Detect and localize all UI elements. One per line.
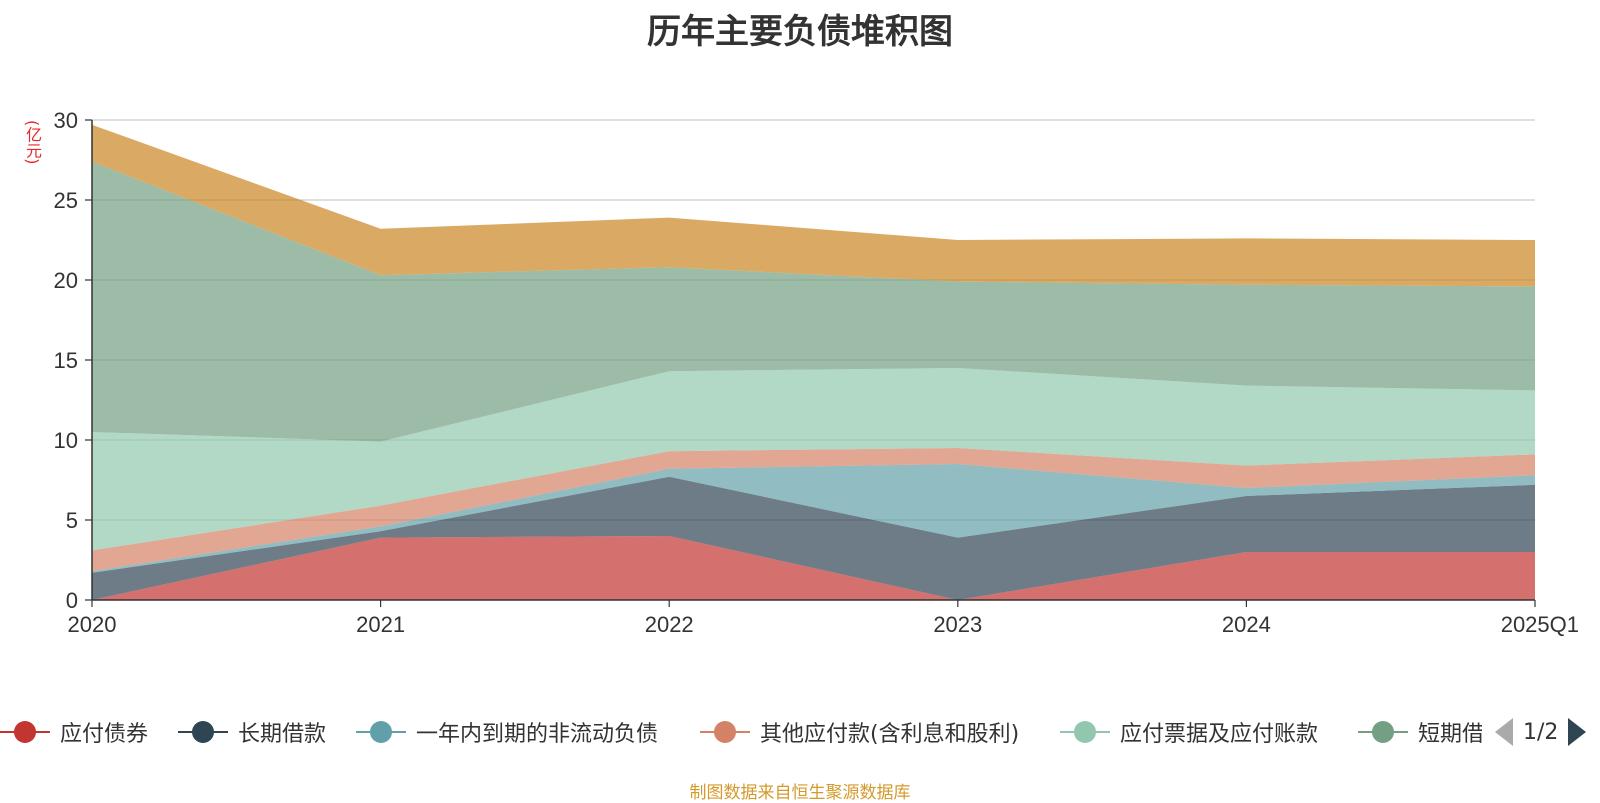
chart-title: 历年主要负债堆积图 <box>647 12 953 52</box>
legend-label: 短期借款 <box>1418 722 1482 747</box>
legend-item-2[interactable]: 一年内到期的非流动负债 <box>356 712 658 752</box>
legend-page-indicator: 1/2 <box>1523 719 1559 745</box>
legend-label: 应付债券 <box>60 722 149 747</box>
legend-items: 应付债券 长期借款 一年内到期的非流动负债 其他应付款(含利息和股利) 应付票据及应付账… <box>0 712 1482 752</box>
axis-layer: 0 5 10 15 20 25 30 2020 2021 2022 2023 2024 2025Q1 <box>54 108 1579 637</box>
y-axis-unit-label: (亿元) <box>23 120 42 165</box>
x-tick-label-2: 2022 <box>645 612 694 637</box>
y-tick-label-3: 15 <box>54 348 78 373</box>
legend-item-5[interactable]: 短期借款 <box>1358 712 1482 752</box>
legend-marker-icon <box>356 721 406 743</box>
series-area-6[interactable] <box>92 124 1535 287</box>
legend-item-3[interactable]: 其他应付款(含利息和股利) <box>700 712 1019 752</box>
y-tick-label-5: 25 <box>54 188 78 213</box>
legend-marker-icon <box>700 721 750 743</box>
y-tick-label-6: 30 <box>54 108 78 133</box>
y-tick-label-4: 20 <box>54 268 78 293</box>
area-layer <box>92 124 1535 600</box>
legend-prev-icon[interactable] <box>1495 718 1513 746</box>
legend: 应付债券 长期借款 一年内到期的非流动负债 其他应付款(含利息和股利) 应付票据及应付账… <box>0 712 1600 752</box>
series-area-1[interactable] <box>92 476 1535 600</box>
legend-item-1[interactable]: 长期借款 <box>178 712 326 752</box>
legend-pager: 1/2 <box>1495 718 1587 746</box>
series-area-4[interactable] <box>92 368 1535 551</box>
x-tick-label-1: 2021 <box>356 612 405 637</box>
series-area-2[interactable] <box>92 464 1535 573</box>
x-tick-label-4: 2024 <box>1222 612 1271 637</box>
legend-label: 一年内到期的非流动负债 <box>416 722 659 747</box>
y-tick-label-0: 0 <box>66 588 78 613</box>
legend-label: 其他应付款(含利息和股利) <box>760 722 1020 747</box>
legend-item-0[interactable]: 应付债券 <box>0 712 148 752</box>
legend-next-icon[interactable] <box>1568 718 1587 746</box>
legend-marker-icon <box>1358 721 1408 743</box>
series-area-5[interactable] <box>92 161 1535 442</box>
x-tick-label-3: 2023 <box>933 612 982 637</box>
x-tick-label-0: 2020 <box>68 612 117 637</box>
legend-item-4[interactable]: 应付票据及应付账款 <box>1060 712 1318 752</box>
series-area-3[interactable] <box>92 448 1535 572</box>
data-source-footer: 制图数据来自恒生聚源数据库 <box>689 783 911 803</box>
legend-label: 应付票据及应付账款 <box>1120 722 1319 747</box>
y-tick-label-1: 5 <box>66 508 78 533</box>
y-tick-label-2: 10 <box>54 428 78 453</box>
legend-marker-icon <box>0 721 50 743</box>
legend-marker-icon <box>178 721 228 743</box>
legend-marker-icon <box>1060 721 1110 743</box>
x-tick-label-5: 2025Q1 <box>1501 612 1579 637</box>
legend-label: 长期借款 <box>238 722 327 747</box>
